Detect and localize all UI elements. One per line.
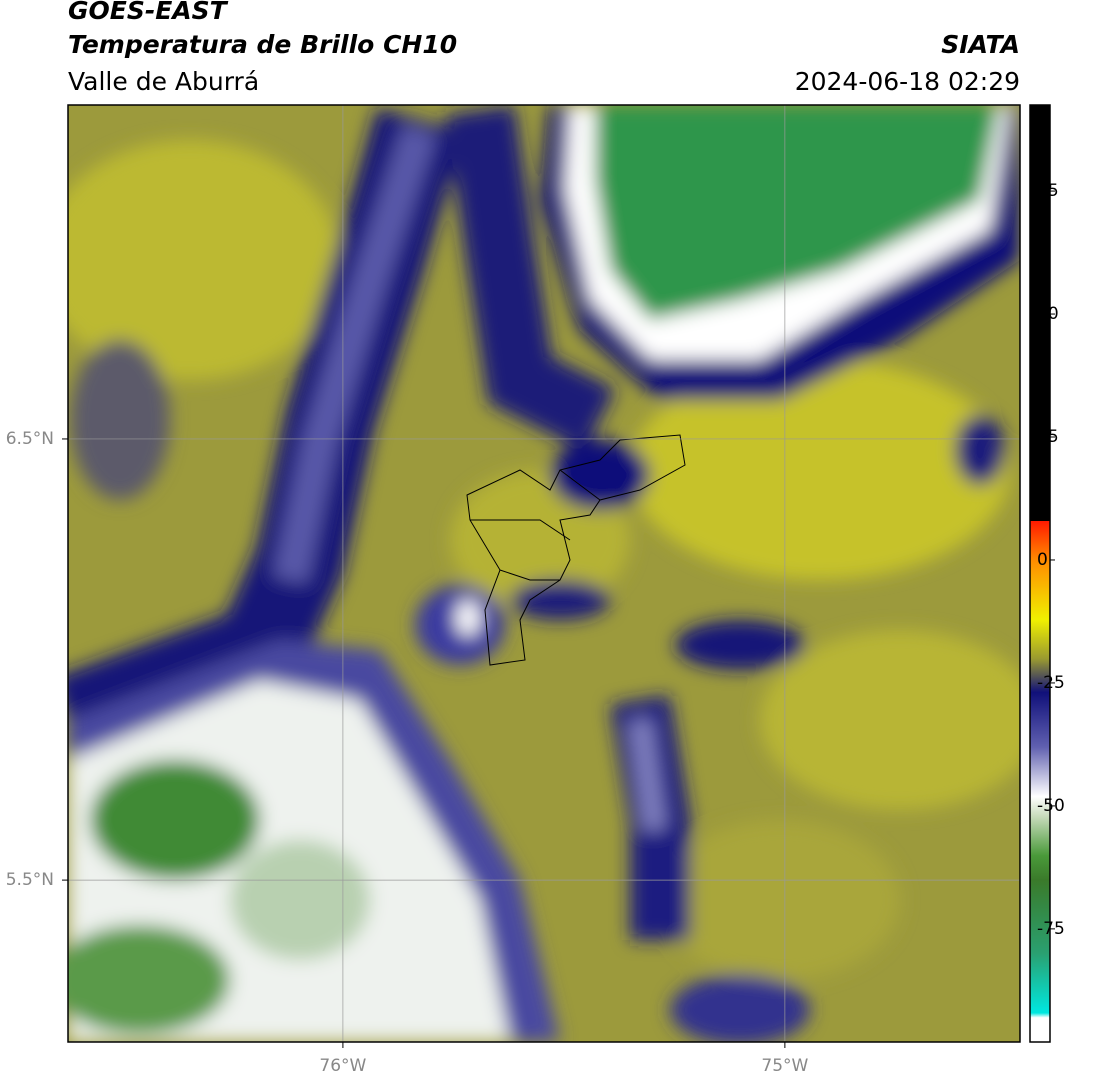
valley-outline — [466, 434, 686, 666]
x-tick-label: 76°W — [319, 1056, 366, 1076]
y-tick-label: 5.5°N — [6, 870, 54, 890]
colorbar-tick-label: 75 — [1037, 181, 1059, 201]
colorbar-tick-label: 0 — [1037, 550, 1048, 570]
datetime: 2024-06-18 02:29 — [795, 67, 1020, 96]
x-tick-label: 75°W — [761, 1056, 808, 1076]
colorbar-tick-label: 50 — [1037, 304, 1059, 324]
satellite-image — [68, 105, 1020, 1042]
colorbar-tick-label: 25 — [1037, 427, 1059, 447]
map-frame — [67, 104, 1021, 1043]
colorbar-tick-label: -50 — [1037, 796, 1065, 816]
y-tick-label: 6.5°N — [6, 429, 54, 449]
product: Temperatura de Brillo CH10 — [68, 30, 457, 59]
colorbar — [1029, 104, 1051, 1043]
colorbar-tick-label: -75 — [1037, 919, 1065, 939]
region: Valle de Aburrá — [68, 67, 259, 96]
colorbar-tick-label: -25 — [1037, 673, 1065, 693]
title: GOES-EAST — [68, 0, 229, 25]
source: SIATA — [941, 30, 1020, 59]
